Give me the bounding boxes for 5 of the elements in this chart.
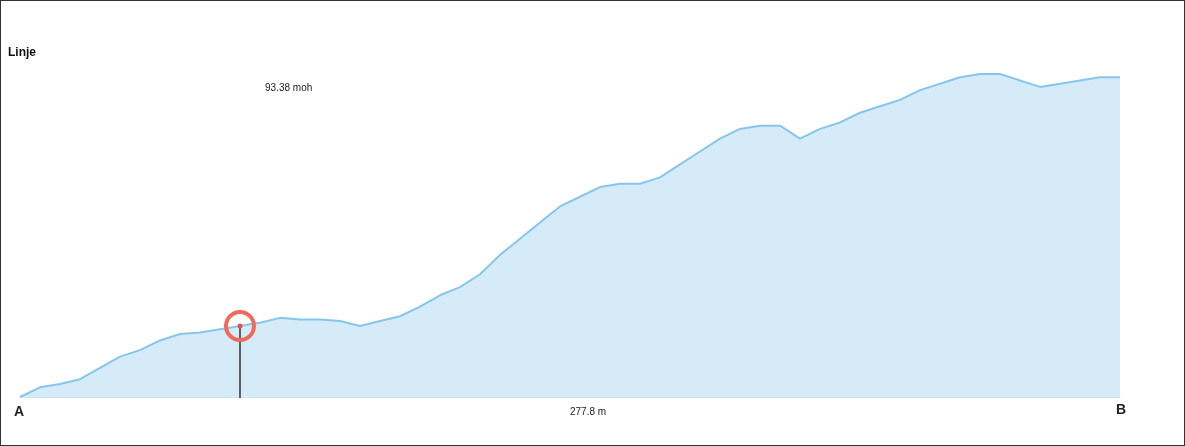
text: B [1116,401,1127,417]
annotation: 93.38 moh [265,82,313,93]
text: A [14,403,25,419]
chart-title: Linje [8,45,37,59]
text: 277.8 m [570,406,607,417]
